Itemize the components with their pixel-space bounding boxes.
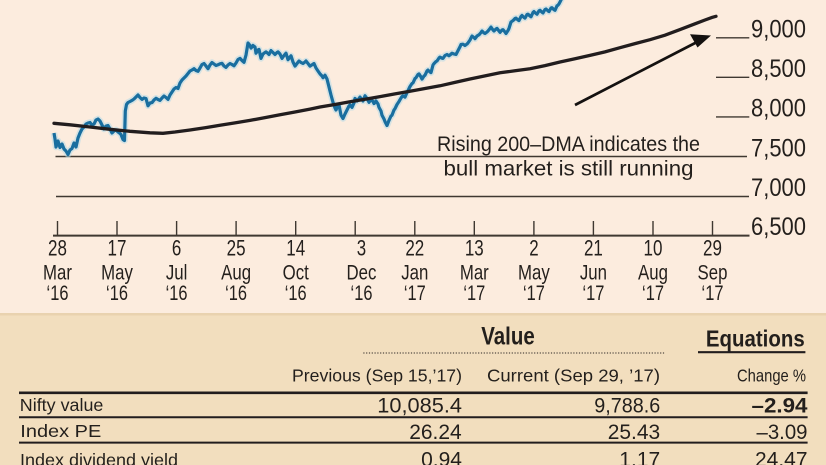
svg-text:‘16: ‘16 — [47, 282, 69, 305]
svg-text:10: 10 — [644, 236, 663, 261]
svg-text:8,000: 8,000 — [751, 94, 806, 122]
svg-text:Mar: Mar — [460, 262, 489, 285]
svg-text:‘17: ‘17 — [404, 282, 426, 305]
svg-text:–3.09: –3.09 — [757, 421, 808, 444]
svg-text:‘16: ‘16 — [106, 282, 128, 305]
svg-text:‘16: ‘16 — [225, 282, 247, 305]
svg-text:‘17: ‘17 — [702, 282, 724, 305]
svg-text:Value: Value — [481, 323, 535, 351]
svg-text:Current (Sep 29, ’17): Current (Sep 29, ’17) — [487, 366, 660, 386]
svg-text:7,500: 7,500 — [751, 134, 806, 162]
svg-text:‘17: ‘17 — [642, 282, 664, 305]
svg-text:Previous (Sep 15,’17): Previous (Sep 15,’17) — [292, 366, 462, 386]
svg-text:‘16: ‘16 — [166, 282, 188, 305]
svg-text:Mar: Mar — [43, 262, 72, 285]
svg-text:‘17: ‘17 — [463, 282, 485, 305]
svg-text:bull market is still running: bull market is still running — [444, 158, 694, 181]
svg-text:6,500: 6,500 — [751, 213, 806, 241]
svg-text:9,788.6: 9,788.6 — [594, 394, 660, 417]
svg-text:9,000: 9,000 — [751, 15, 806, 43]
svg-text:22: 22 — [405, 236, 424, 261]
svg-text:Nifty value: Nifty value — [20, 395, 104, 415]
svg-text:24.47: 24.47 — [755, 449, 808, 465]
svg-text:26.24: 26.24 — [409, 421, 462, 444]
svg-text:‘16: ‘16 — [351, 282, 373, 305]
svg-text:–2.94: –2.94 — [752, 394, 808, 417]
svg-text:‘17: ‘17 — [582, 282, 604, 305]
svg-text:Jul: Jul — [166, 262, 188, 285]
svg-text:21: 21 — [584, 236, 603, 261]
svg-text:Aug: Aug — [221, 262, 251, 285]
svg-text:25.43: 25.43 — [608, 421, 661, 444]
svg-text:25: 25 — [227, 236, 246, 261]
svg-text:Change %: Change % — [737, 366, 806, 386]
svg-text:1.17: 1.17 — [619, 449, 660, 465]
svg-text:Index dividend yield: Index dividend yield — [20, 450, 178, 465]
svg-text:3: 3 — [357, 236, 366, 261]
svg-text:‘16: ‘16 — [285, 282, 307, 305]
svg-text:May: May — [101, 262, 133, 285]
svg-text:10,085.4: 10,085.4 — [377, 394, 462, 417]
svg-text:0.94: 0.94 — [421, 449, 462, 465]
svg-text:Sep: Sep — [698, 262, 728, 285]
svg-text:Jun: Jun — [580, 262, 607, 285]
svg-text:Index PE: Index PE — [20, 421, 101, 441]
svg-text:8,500: 8,500 — [751, 55, 806, 83]
svg-text:Aug: Aug — [638, 262, 668, 285]
svg-text:Oct: Oct — [283, 262, 309, 285]
svg-text:14: 14 — [286, 236, 305, 261]
svg-text:Dec: Dec — [347, 262, 377, 285]
svg-text:13: 13 — [465, 236, 484, 261]
svg-text:6: 6 — [172, 236, 181, 261]
svg-text:‘17: ‘17 — [523, 282, 545, 305]
svg-text:29: 29 — [703, 236, 722, 261]
svg-text:May: May — [518, 262, 550, 285]
svg-text:Equations: Equations — [706, 326, 805, 352]
svg-text:2: 2 — [529, 236, 538, 261]
svg-text:7,000: 7,000 — [751, 174, 806, 202]
svg-text:17: 17 — [108, 236, 127, 261]
svg-text:Rising 200–DMA indicates the: Rising 200–DMA indicates the — [437, 133, 700, 156]
svg-text:Jan: Jan — [401, 262, 428, 285]
svg-text:28: 28 — [48, 236, 67, 261]
